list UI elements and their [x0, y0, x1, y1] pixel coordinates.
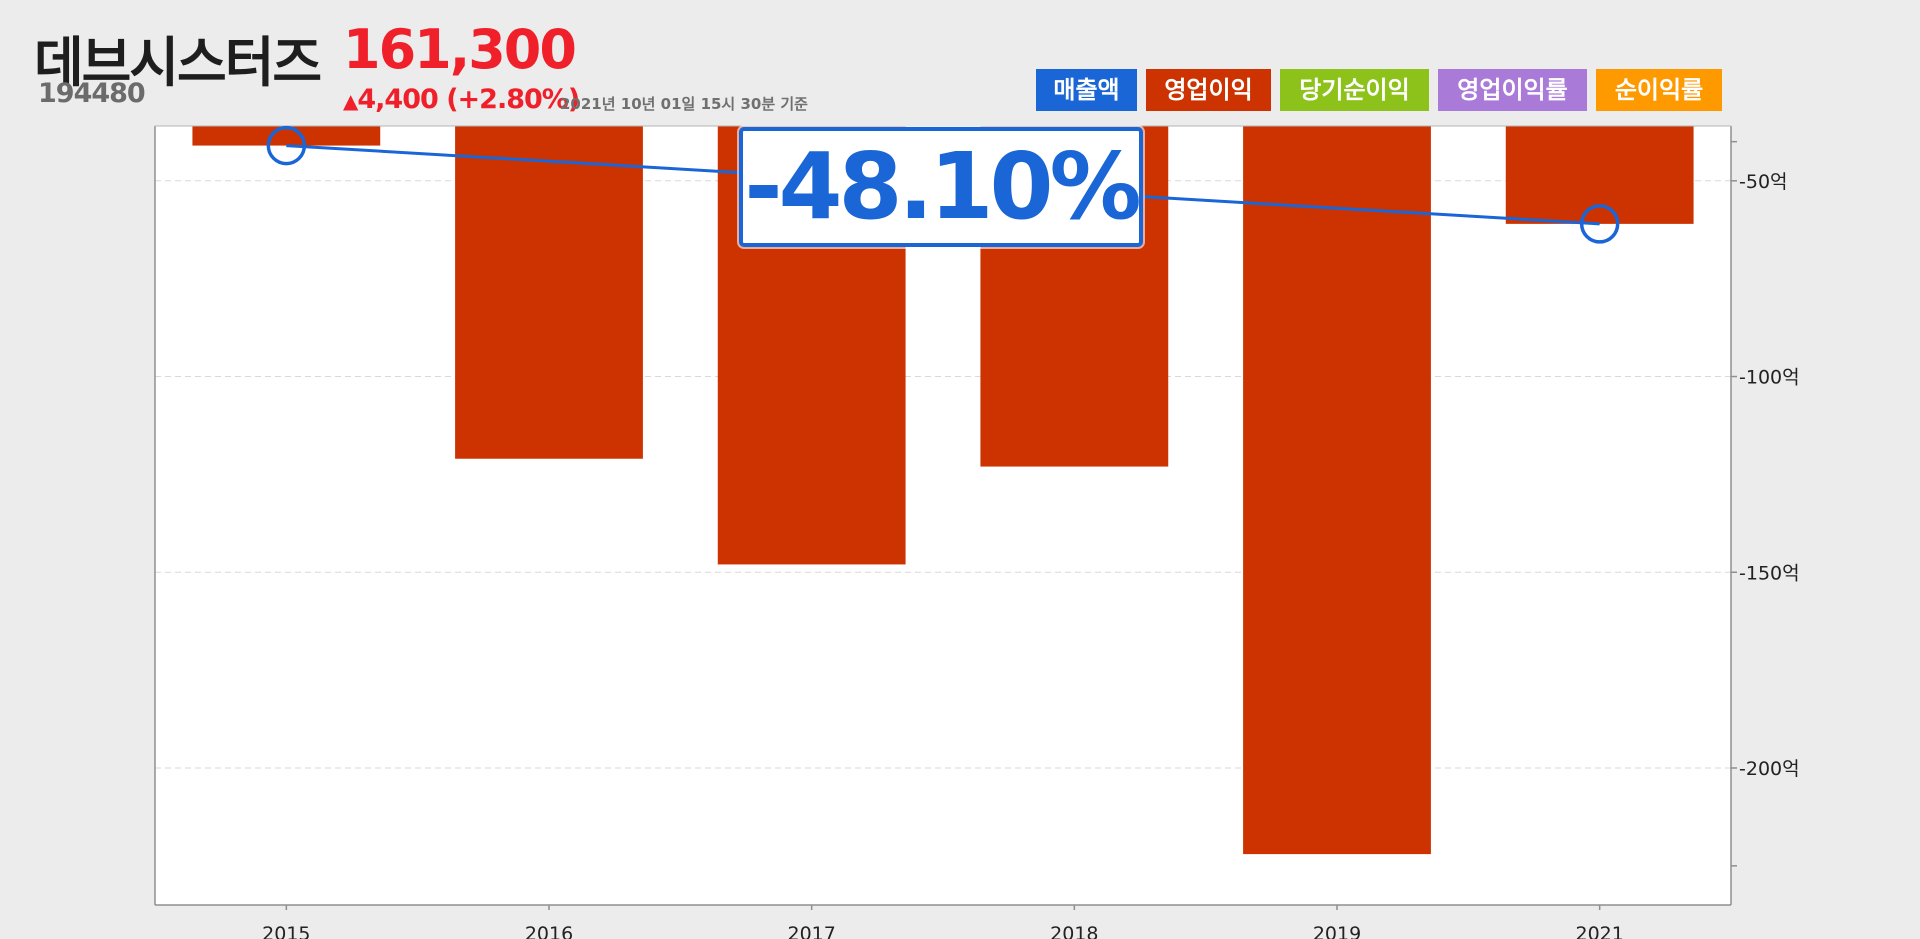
line-marker-2021: [1579, 204, 1620, 244]
y-tick-label: -100억: [1739, 367, 1800, 389]
x-tick-label: 2019: [1313, 923, 1361, 939]
legend-revenue[interactable]: 매출액: [1036, 69, 1137, 111]
bar-2016: [455, 126, 643, 459]
line-marker-2015: [266, 125, 307, 166]
timestamp: 2021년 10년 01일 15시 30분 기준: [560, 95, 808, 113]
x-tick-label: 2016: [525, 923, 573, 939]
up-triangle-icon: ▲: [343, 89, 358, 113]
bar-2015: [192, 126, 381, 146]
y-tick-label: -150억: [1739, 562, 1800, 584]
stock-price: 161,300: [343, 18, 577, 81]
legend-operating-margin[interactable]: 영업이익률: [1438, 69, 1587, 111]
value-callout: -48.10%: [739, 127, 1143, 247]
x-tick-label: 2021: [1575, 923, 1623, 939]
legend-operating-profit[interactable]: 영업이익: [1146, 69, 1271, 111]
x-tick-label: 2015: [262, 923, 310, 939]
y-tick-label: -50억: [1739, 171, 1788, 193]
bar-2019: [1243, 126, 1431, 855]
stock-code: 194480: [38, 78, 146, 109]
company-name: 데브시스터즈: [34, 31, 322, 94]
price-change: ▲4,400 (+2.80%): [343, 84, 580, 115]
legend-net-income[interactable]: 당기순이익: [1280, 69, 1429, 111]
y-tick-label: -200억: [1739, 758, 1800, 780]
bar-2021: [1505, 126, 1694, 224]
price-change-value: 4,400 (+2.80%): [357, 84, 580, 115]
legend-net-margin[interactable]: 순이익률: [1596, 69, 1722, 111]
x-tick-label: 2018: [1050, 923, 1098, 939]
x-tick-label: 2017: [787, 923, 835, 939]
plot-area: [155, 126, 1731, 905]
